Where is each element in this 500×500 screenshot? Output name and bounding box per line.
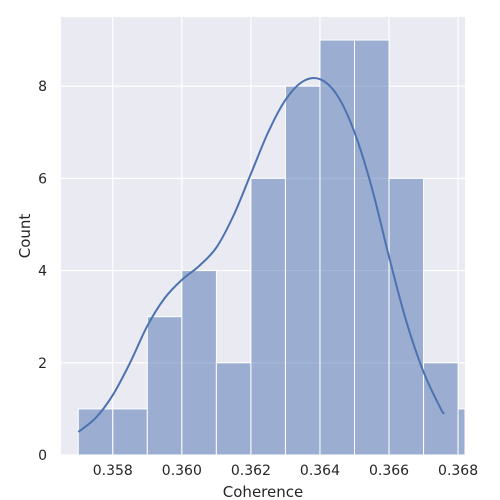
histogram-bar [146,316,183,456]
y-tick-label: 4 [38,264,47,280]
y-tick-label: 2 [38,356,47,372]
histogram-bar [319,39,356,456]
histogram-bar [77,408,114,456]
x-axis-label: Coherence [223,483,303,500]
histogram-bar [181,270,217,456]
y-tick-label: 6 [38,171,47,187]
histogram-bar [284,85,321,456]
y-tick-label: 8 [38,79,47,95]
x-tick-label: 0.362 [231,463,271,479]
x-tick-label: 0.358 [93,463,133,479]
x-tick-label: 0.366 [369,463,409,479]
histogram-bars [77,39,466,456]
axis-ticks: 0.358 0.360 0.362 0.364 0.366 0.368 0 2 4 6 8 [38,79,478,479]
y-axis-label: Count [16,214,34,259]
x-tick-label: 0.360 [162,463,202,479]
y-tick-label: 0 [38,448,47,464]
histogram-bar [112,408,148,456]
kde-curve [77,77,446,433]
histogram-bar [388,177,425,456]
histogram-bar [250,177,286,456]
histogram-bar [354,39,390,456]
x-tick-label: 0.364 [300,463,340,479]
histogram-bar [457,408,466,456]
x-tick-label: 0.368 [438,463,478,479]
histogram-bar [215,362,252,456]
